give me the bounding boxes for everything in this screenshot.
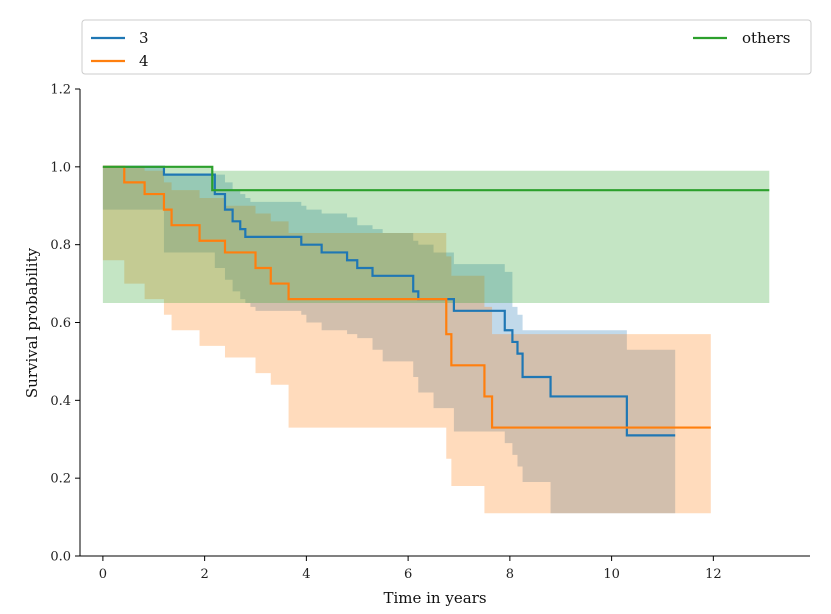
x-axis-label: Time in years <box>383 589 486 607</box>
survival-curve-3 <box>102 165 676 437</box>
y-axis-label: Survival probability <box>23 247 41 398</box>
y-tick-label: 0.6 <box>50 316 71 331</box>
survival-curve-others <box>102 165 770 192</box>
y-tick-label: 0.8 <box>50 238 71 253</box>
y-tick-label: 0.0 <box>50 550 71 565</box>
legend-label-3: 3 <box>139 29 149 47</box>
y-tick-label: 0.2 <box>50 472 71 487</box>
x-tick-label: 8 <box>506 567 514 582</box>
survival-curves <box>102 165 770 437</box>
ci-band-others <box>102 166 770 304</box>
x-tick-label: 6 <box>404 567 412 582</box>
y-tick-label: 1.0 <box>50 160 71 175</box>
x-tick-label: 0 <box>99 567 107 582</box>
x-tick-label: 4 <box>302 567 310 582</box>
x-tick-label: 10 <box>603 567 620 582</box>
x-tick-label: 2 <box>200 567 208 582</box>
legend-label-4: 4 <box>139 52 149 70</box>
legend-label-others: others <box>742 29 790 47</box>
survival-curve-4 <box>102 165 711 429</box>
legend: 3 4 others <box>81 19 812 75</box>
x-tick-label: 12 <box>705 567 722 582</box>
y-tick-label: 0.4 <box>50 394 71 409</box>
axes: 0 2 4 6 8 10 12 0.0 0.2 0.4 0.6 0.8 1.0 1.2 <box>50 83 810 582</box>
y-tick-label: 1.2 <box>50 83 71 98</box>
legend-box <box>81 19 812 75</box>
